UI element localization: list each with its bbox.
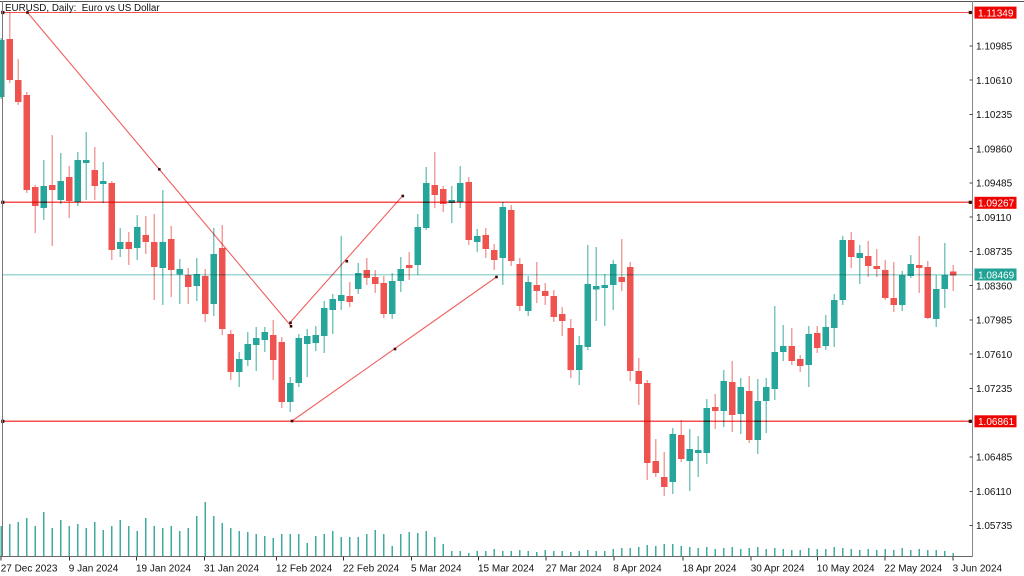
svg-text:1.08360: 1.08360 bbox=[976, 281, 1013, 292]
svg-text:22 Feb 2024: 22 Feb 2024 bbox=[343, 564, 400, 575]
svg-text:18 Apr 2024: 18 Apr 2024 bbox=[683, 564, 737, 575]
svg-text:1.10610: 1.10610 bbox=[976, 76, 1013, 87]
svg-text:8 Apr 2024: 8 Apr 2024 bbox=[613, 564, 662, 575]
svg-text:1.06110: 1.06110 bbox=[976, 487, 1012, 498]
svg-text:1.05735: 1.05735 bbox=[976, 521, 1013, 532]
svg-text:1.07985: 1.07985 bbox=[976, 316, 1013, 327]
svg-text:31 Jan 2024: 31 Jan 2024 bbox=[204, 564, 259, 575]
svg-text:5 Mar 2024: 5 Mar 2024 bbox=[411, 564, 462, 575]
svg-text:1.10235: 1.10235 bbox=[976, 110, 1013, 121]
svg-text:1.08469: 1.08469 bbox=[978, 270, 1015, 281]
svg-text:1.09860: 1.09860 bbox=[976, 144, 1013, 155]
svg-text:1.07235: 1.07235 bbox=[976, 384, 1013, 395]
svg-text:30 Apr 2024: 30 Apr 2024 bbox=[751, 564, 805, 575]
svg-text:15 Mar 2024: 15 Mar 2024 bbox=[478, 564, 535, 575]
svg-text:1.09485: 1.09485 bbox=[976, 179, 1013, 190]
svg-text:9 Jan 2024: 9 Jan 2024 bbox=[69, 564, 119, 575]
svg-text:10 May 2024: 10 May 2024 bbox=[817, 564, 875, 575]
svg-text:19 Jan 2024: 19 Jan 2024 bbox=[136, 564, 191, 575]
svg-text:1.09110: 1.09110 bbox=[976, 213, 1012, 224]
svg-text:1.08735: 1.08735 bbox=[976, 247, 1013, 258]
svg-text:3 Jun 2024: 3 Jun 2024 bbox=[953, 564, 1003, 575]
svg-text:1.09267: 1.09267 bbox=[978, 199, 1015, 210]
svg-text:1.06485: 1.06485 bbox=[976, 453, 1013, 464]
svg-text:1.07610: 1.07610 bbox=[976, 350, 1013, 361]
svg-text:22 May 2024: 22 May 2024 bbox=[884, 564, 942, 575]
svg-text:EURUSD, Daily: Euro vs US Dol: EURUSD, Daily: Euro vs US Dollar bbox=[5, 3, 160, 14]
svg-text:12 Feb 2024: 12 Feb 2024 bbox=[276, 564, 333, 575]
svg-text:1.10985: 1.10985 bbox=[976, 42, 1013, 53]
svg-text:27 Mar 2024: 27 Mar 2024 bbox=[546, 564, 603, 575]
svg-text:27 Dec 2023: 27 Dec 2023 bbox=[1, 564, 58, 575]
svg-text:1.11349: 1.11349 bbox=[978, 8, 1014, 19]
svg-text:1.06861: 1.06861 bbox=[978, 417, 1015, 428]
